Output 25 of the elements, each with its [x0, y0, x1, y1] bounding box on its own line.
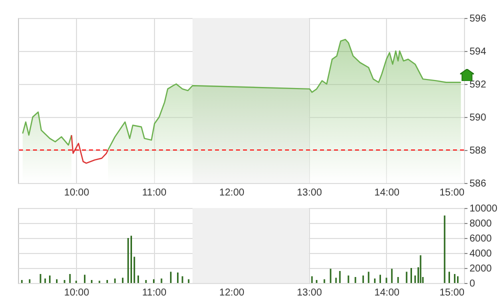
x-tick-label: 13:00: [296, 288, 322, 298]
x-tick-label: 15:00: [439, 288, 465, 298]
y-tick-label: 594: [470, 46, 487, 58]
x-tick-label: 12:00: [219, 188, 245, 198]
x-tick-label: 11:00: [142, 188, 167, 198]
y-tick-label: 2000: [470, 264, 492, 274]
y-tick-label: 588: [470, 146, 487, 156]
y-tick-label: 4000: [470, 248, 492, 260]
y-tick-label: 592: [470, 80, 487, 90]
x-tick-label: 14:00: [374, 288, 400, 298]
y-tick-label: 0: [470, 278, 476, 290]
y-tick-label: 6000: [470, 234, 492, 244]
x-tick-label: 11:00: [142, 288, 167, 298]
x-tick-label: 14:00: [374, 188, 400, 198]
x-tick-label: 13:00: [296, 188, 322, 198]
y-tick-label: 586: [470, 178, 487, 190]
y-tick-label: 590: [470, 112, 487, 124]
x-tick-label: 10:00: [64, 288, 90, 298]
x-tick-label: 15:00: [439, 188, 465, 198]
line-series: [70, 134, 109, 164]
y-tick-label: 8000: [470, 218, 492, 230]
y-tick-label: 596: [470, 14, 487, 24]
x-tick-label: 12:00: [219, 288, 245, 298]
x-tick-label: 10:00: [64, 188, 90, 198]
y-tick-label: 10000: [470, 204, 498, 214]
